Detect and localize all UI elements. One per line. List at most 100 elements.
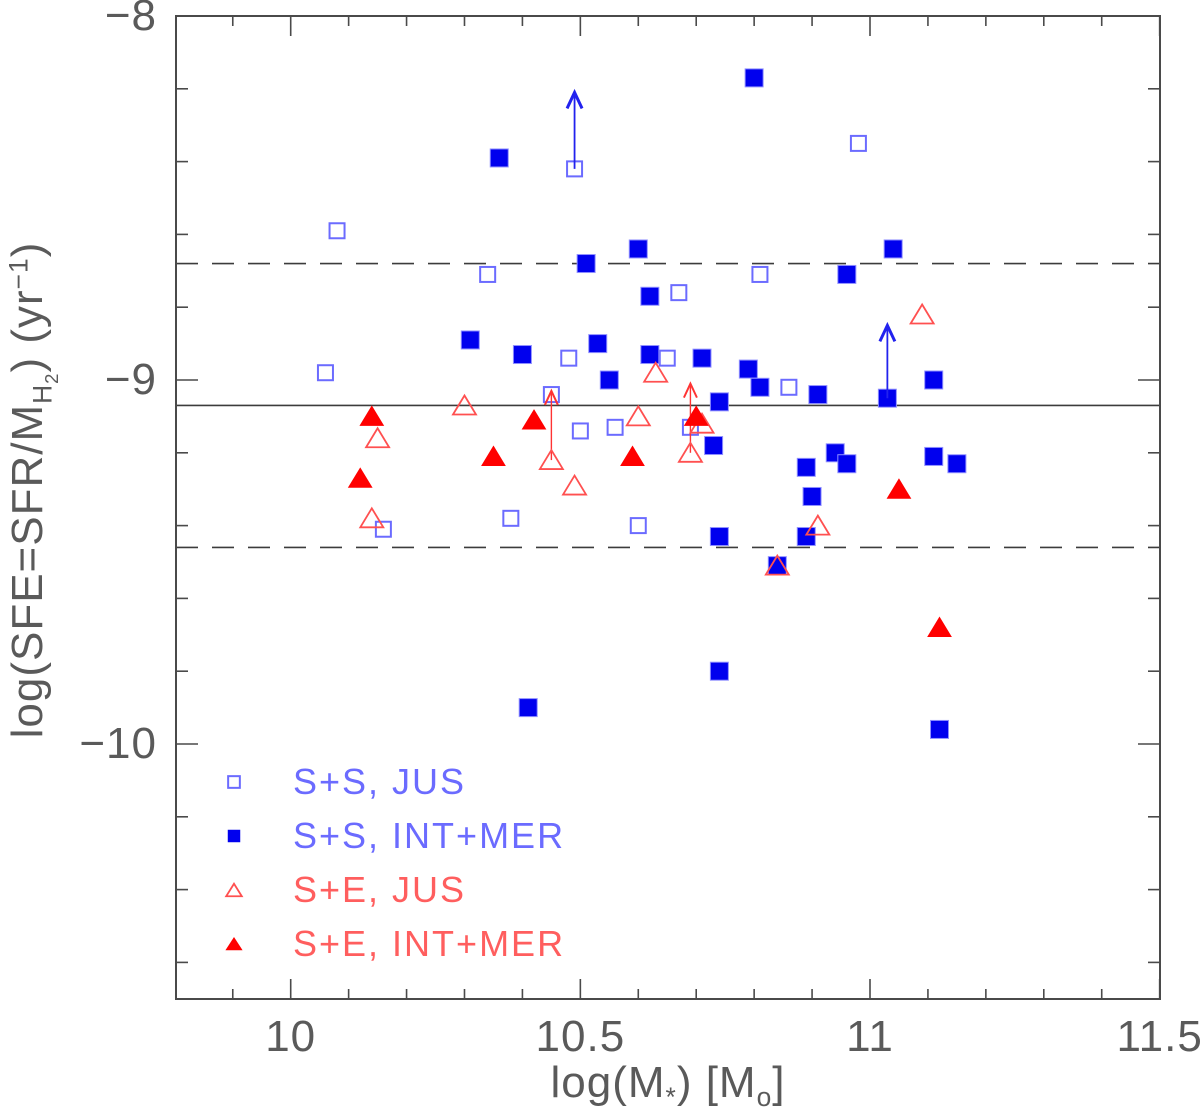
data-point-open-triangle: [451, 393, 478, 416]
axis-title-part: −1: [3, 257, 34, 290]
data-point-filled-triangle: [481, 445, 506, 466]
data-point-filled-square: [750, 377, 770, 397]
data-point-filled-square: [883, 239, 903, 259]
y-tick-label: −8: [104, 0, 157, 40]
data-point-filled-square: [796, 527, 816, 547]
axis-title-part: o: [756, 1082, 773, 1113]
legend-label: S+E, INT+MER: [293, 923, 566, 964]
data-point-filled-square: [837, 454, 857, 474]
x-tick-label: 10: [265, 1012, 317, 1061]
legend-symbol-canvas: [225, 936, 243, 951]
data-point-open-square: [560, 349, 578, 367]
data-point-open-triangle: [642, 360, 669, 383]
data-point-filled-square: [930, 719, 950, 739]
legend-label: S+E, JUS: [293, 869, 467, 910]
legend-open-triangle: [224, 882, 244, 898]
data-point-open-square: [328, 222, 346, 240]
data-point-filled-triangle: [521, 409, 547, 430]
open-square-icon: [212, 769, 256, 795]
data-point-open-triangle: [764, 553, 791, 576]
data-point-open-square: [780, 378, 798, 396]
data-point-open-triangle: [358, 506, 385, 529]
data-point-filled-square: [738, 359, 758, 379]
data-point-filled-square: [947, 454, 967, 474]
x-tick-label: 11.5: [1116, 1012, 1200, 1061]
data-point-filled-square: [709, 392, 729, 412]
data-point-filled-square: [924, 446, 944, 466]
plot-frame: [175, 15, 1161, 1000]
legend-filled-triangle: [225, 936, 243, 951]
data-point-open-square: [629, 517, 647, 535]
data-point-filled-square: [588, 334, 608, 354]
y-tick-label: −10: [79, 719, 157, 768]
data-point-filled-square: [796, 457, 816, 477]
y-tick-label: −9: [104, 355, 157, 404]
data-point-filled-square: [709, 527, 729, 547]
data-point-filled-square: [576, 254, 596, 274]
x-axis-title: log(M*) [Mo]: [551, 1058, 786, 1113]
data-point-filled-square: [802, 486, 822, 506]
legend-filled-square: [227, 829, 241, 843]
filled-square-icon: [212, 823, 256, 849]
x-tick-label: 10.5: [535, 1012, 626, 1061]
axis-title-part: ): [3, 241, 53, 258]
data-point-filled-square: [628, 239, 648, 259]
legend-symbol-canvas: [227, 829, 241, 843]
y-axis-title: log(SFE=SFR/MH2) (yr−1): [3, 242, 63, 739]
data-point-filled-square: [640, 345, 660, 365]
legend-label: S+S, JUS: [293, 761, 467, 802]
axis-title-part: H: [27, 383, 58, 404]
legend-item-s-s-int-mer: S+S, INT+MER: [212, 814, 565, 858]
axis-title-part: log(SFE=SFR/M: [3, 403, 53, 739]
axis-title-part: ) [M: [676, 1058, 757, 1107]
data-point-open-square: [502, 509, 520, 527]
legend-label: S+S, INT+MER: [293, 815, 566, 856]
data-point-open-triangle: [909, 302, 936, 325]
data-point-open-square: [571, 422, 589, 440]
filled-triangle-icon: [212, 931, 256, 957]
plot-area: [175, 15, 1161, 1000]
data-point-open-triangle: [625, 404, 652, 427]
data-point-filled-triangle: [683, 405, 709, 426]
data-point-filled-square: [837, 264, 857, 284]
axis-title-part: ]: [772, 1058, 786, 1107]
x-tick-label: 11: [846, 1012, 894, 1061]
axis-title-part: ) (yr: [3, 289, 53, 373]
data-point-filled-square: [924, 370, 944, 390]
axis-title-part: *: [665, 1082, 677, 1113]
data-point-filled-square: [692, 348, 712, 368]
data-point-filled-square: [599, 370, 619, 390]
open-triangle-icon: [212, 877, 256, 903]
limit-arrow-head: [683, 381, 698, 399]
limit-arrow-head: [878, 321, 897, 343]
data-point-open-triangle: [677, 441, 704, 463]
limit-arrow-head: [565, 88, 584, 110]
data-point-filled-triangle: [927, 616, 952, 638]
data-point-filled-triangle: [347, 467, 373, 488]
legend-open-square: [227, 775, 241, 789]
data-point-filled-square: [808, 385, 828, 405]
axis-title-part: log(M: [550, 1058, 666, 1107]
limit-arrow-head: [543, 388, 559, 406]
data-point-open-triangle: [561, 473, 588, 496]
data-point-filled-square: [489, 148, 509, 168]
data-point-filled-square: [709, 661, 729, 681]
data-point-open-square: [374, 520, 392, 538]
data-point-filled-square: [704, 436, 724, 456]
plot-canvas: [175, 15, 1161, 1000]
data-point-open-square: [479, 265, 497, 283]
legend-item-s-e-int-mer: S+E, INT+MER: [212, 922, 565, 966]
data-point-filled-square: [640, 286, 660, 306]
legend-symbol-canvas: [224, 882, 244, 898]
data-point-open-square: [606, 418, 624, 436]
data-point-filled-triangle: [886, 478, 912, 499]
data-point-open-square: [316, 364, 334, 382]
data-point-open-triangle: [538, 448, 565, 470]
data-point-open-square: [751, 265, 769, 283]
data-point-open-square: [670, 284, 688, 302]
legend-item-s-e-jus: S+E, JUS: [212, 868, 466, 912]
data-point-filled-square: [512, 345, 532, 365]
data-point-open-triangle: [804, 513, 831, 536]
data-point-filled-triangle: [359, 405, 385, 426]
